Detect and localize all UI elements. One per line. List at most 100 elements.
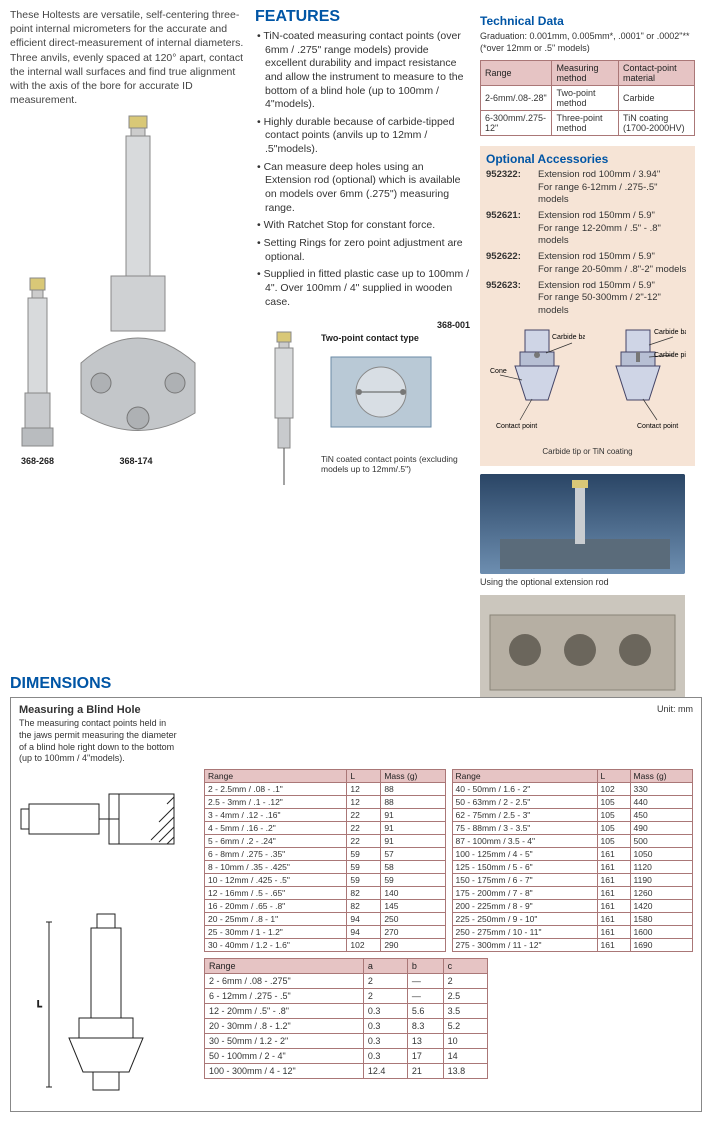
dim-td: 100 - 125mm / 4 - 5": [452, 847, 597, 860]
feature-item: Supplied in fitted plastic case up to 10…: [257, 268, 470, 309]
dimensions-table-right: RangeLMass (g)40 - 50mm / 1.6 - 2"102330…: [452, 769, 694, 952]
feature-item: TiN-coated measuring contact points (ove…: [257, 30, 470, 112]
dim-td: 140: [381, 886, 445, 899]
accessory-row: 952623:Extension rod 150mm / 5.9" For ra…: [486, 280, 689, 317]
accessory-pn: 952623:: [486, 280, 532, 317]
dim-td: 2.5: [443, 988, 487, 1003]
dim-td: 13.8: [443, 1063, 487, 1078]
accessory-row: 952621:Extension rod 150mm / 5.9" For ra…: [486, 210, 689, 247]
dim-td: —: [407, 988, 443, 1003]
dimensions-table-left: RangeLMass (g) 2 - 2.5mm / .08 - .1"1288 2…: [204, 769, 446, 952]
dim-td: 105: [597, 834, 630, 847]
dim-td: 6 - 12mm / .275 - .5": [205, 988, 364, 1003]
dim-td: 500: [630, 834, 692, 847]
dim-td: 30 - 50mm / 1.2 - 2": [205, 1033, 364, 1048]
accessory-desc: Extension rod 150mm / 5.9" For range 12-…: [538, 210, 689, 247]
dim-td: 40 - 50mm / 1.6 - 2": [452, 782, 597, 795]
extension-rod-photo: [480, 474, 685, 574]
dim-th: L: [597, 769, 630, 782]
dim-td: 17: [407, 1048, 443, 1063]
dim-td: 1260: [630, 886, 692, 899]
dim-td: 57: [381, 847, 445, 860]
tip-note: Carbide tip or TiN coating: [486, 447, 689, 456]
dim-td: 1190: [630, 873, 692, 886]
dim-td: 3.5: [443, 1003, 487, 1018]
dim-td: 161: [597, 873, 630, 886]
blind-hole-diagram: [19, 769, 194, 909]
accessory-pn: 952621:: [486, 210, 532, 247]
dim-td: 14: [443, 1048, 487, 1063]
dim-td: 12: [347, 782, 381, 795]
dim-td: 59: [381, 873, 445, 886]
svg-text:Contact point: Contact point: [496, 423, 537, 430]
dim-td: 2: [363, 973, 407, 988]
dim-td: 62 - 75mm / 2.5 - 3": [452, 808, 597, 821]
dim-td: 270: [381, 925, 445, 938]
dim-th: Mass (g): [381, 769, 445, 782]
dim-td: 250: [381, 912, 445, 925]
dim-td: 8.3: [407, 1018, 443, 1033]
technical-data-table: Range Measuring method Contact-point mat…: [480, 60, 695, 136]
dim-td: 94: [347, 925, 381, 938]
dim-td: 2: [363, 988, 407, 1003]
features-list: TiN-coated measuring contact points (ove…: [255, 30, 470, 309]
dim-td: 145: [381, 899, 445, 912]
dim-td: 21: [407, 1063, 443, 1078]
accessory-desc: Extension rod 150mm / 5.9" For range 20-…: [538, 251, 686, 276]
product-image-3: [255, 330, 315, 490]
dim-td: 275 - 300mm / 11 - 12": [452, 938, 597, 951]
dim-td: 105: [597, 795, 630, 808]
accessory-row: 952322:Extension rod 100mm / 3.94" For r…: [486, 169, 689, 206]
accessory-desc: Extension rod 100mm / 3.94" For range 6-…: [538, 169, 689, 206]
dim-td: 22: [347, 834, 381, 847]
product-image-2: [71, 113, 201, 453]
tech-td: Carbide: [619, 86, 695, 111]
feature-item: Can measure deep holes using an Extensio…: [257, 161, 470, 216]
dim-td: 75 - 88mm / 3 - 3.5": [452, 821, 597, 834]
product-label-1: 368-268: [21, 456, 54, 466]
svg-text:Carbide pin: Carbide pin: [654, 352, 686, 359]
dim-td: 5.6: [407, 1003, 443, 1018]
dim-td: 175 - 200mm / 7 - 8": [452, 886, 597, 899]
micrometer-outline-diagram: L: [19, 912, 194, 1102]
dim-td: 82: [347, 886, 381, 899]
dim-td: 91: [381, 834, 445, 847]
dim-td: 4 - 5mm / .16 - .2": [205, 821, 347, 834]
dim-td: 161: [597, 886, 630, 899]
svg-text:Carbide ball: Carbide ball: [654, 329, 686, 336]
dim-th: b: [407, 958, 443, 973]
blind-hole-note: The measuring contact points held in the…: [19, 718, 179, 765]
dim-td: 161: [597, 938, 630, 951]
dim-td: 330: [630, 782, 692, 795]
dim-td: 100 - 300mm / 4 - 12": [205, 1063, 364, 1078]
dim-th: L: [347, 769, 381, 782]
dim-td: 91: [381, 821, 445, 834]
twopoint-label: Two-point contact type: [321, 333, 470, 343]
dim-th: Range: [205, 769, 347, 782]
dim-td: 5.2: [443, 1018, 487, 1033]
dim-th: Range: [205, 958, 364, 973]
dim-td: 16 - 20mm / .65 - .8": [205, 899, 347, 912]
unit-label: Unit: mm: [657, 704, 693, 714]
dim-td: 25 - 30mm / 1 - 1.2": [205, 925, 347, 938]
accessories-block: Optional Accessories 952322:Extension ro…: [480, 146, 695, 466]
dim-td: 2 - 2.5mm / .08 - .1": [205, 782, 347, 795]
dim-td: 0.3: [363, 1018, 407, 1033]
tin-caption: TiN coated contact points (excluding mod…: [321, 454, 470, 474]
svg-text:Cone: Cone: [490, 368, 507, 375]
dim-td: 13: [407, 1033, 443, 1048]
dim-td: 150 - 175mm / 6 - 7": [452, 873, 597, 886]
dim-td: 88: [381, 782, 445, 795]
dim-td: 102: [347, 938, 381, 951]
dim-td: 0.3: [363, 1003, 407, 1018]
dim-td: 225 - 250mm / 9 - 10": [452, 912, 597, 925]
dim-td: 5 - 6mm / .2 - .24": [205, 834, 347, 847]
tech-td: 2-6mm/.08-.28": [481, 86, 552, 111]
dim-td: 290: [381, 938, 445, 951]
technical-data-heading: Technical Data: [480, 14, 695, 28]
dim-td: 250 - 275mm / 10 - 11": [452, 925, 597, 938]
blind-hole-title: Measuring a Blind Hole: [19, 704, 179, 716]
dim-td: 8 - 10mm / .35 - .425": [205, 860, 347, 873]
dim-td: 1420: [630, 899, 692, 912]
dim-th: Range: [452, 769, 597, 782]
